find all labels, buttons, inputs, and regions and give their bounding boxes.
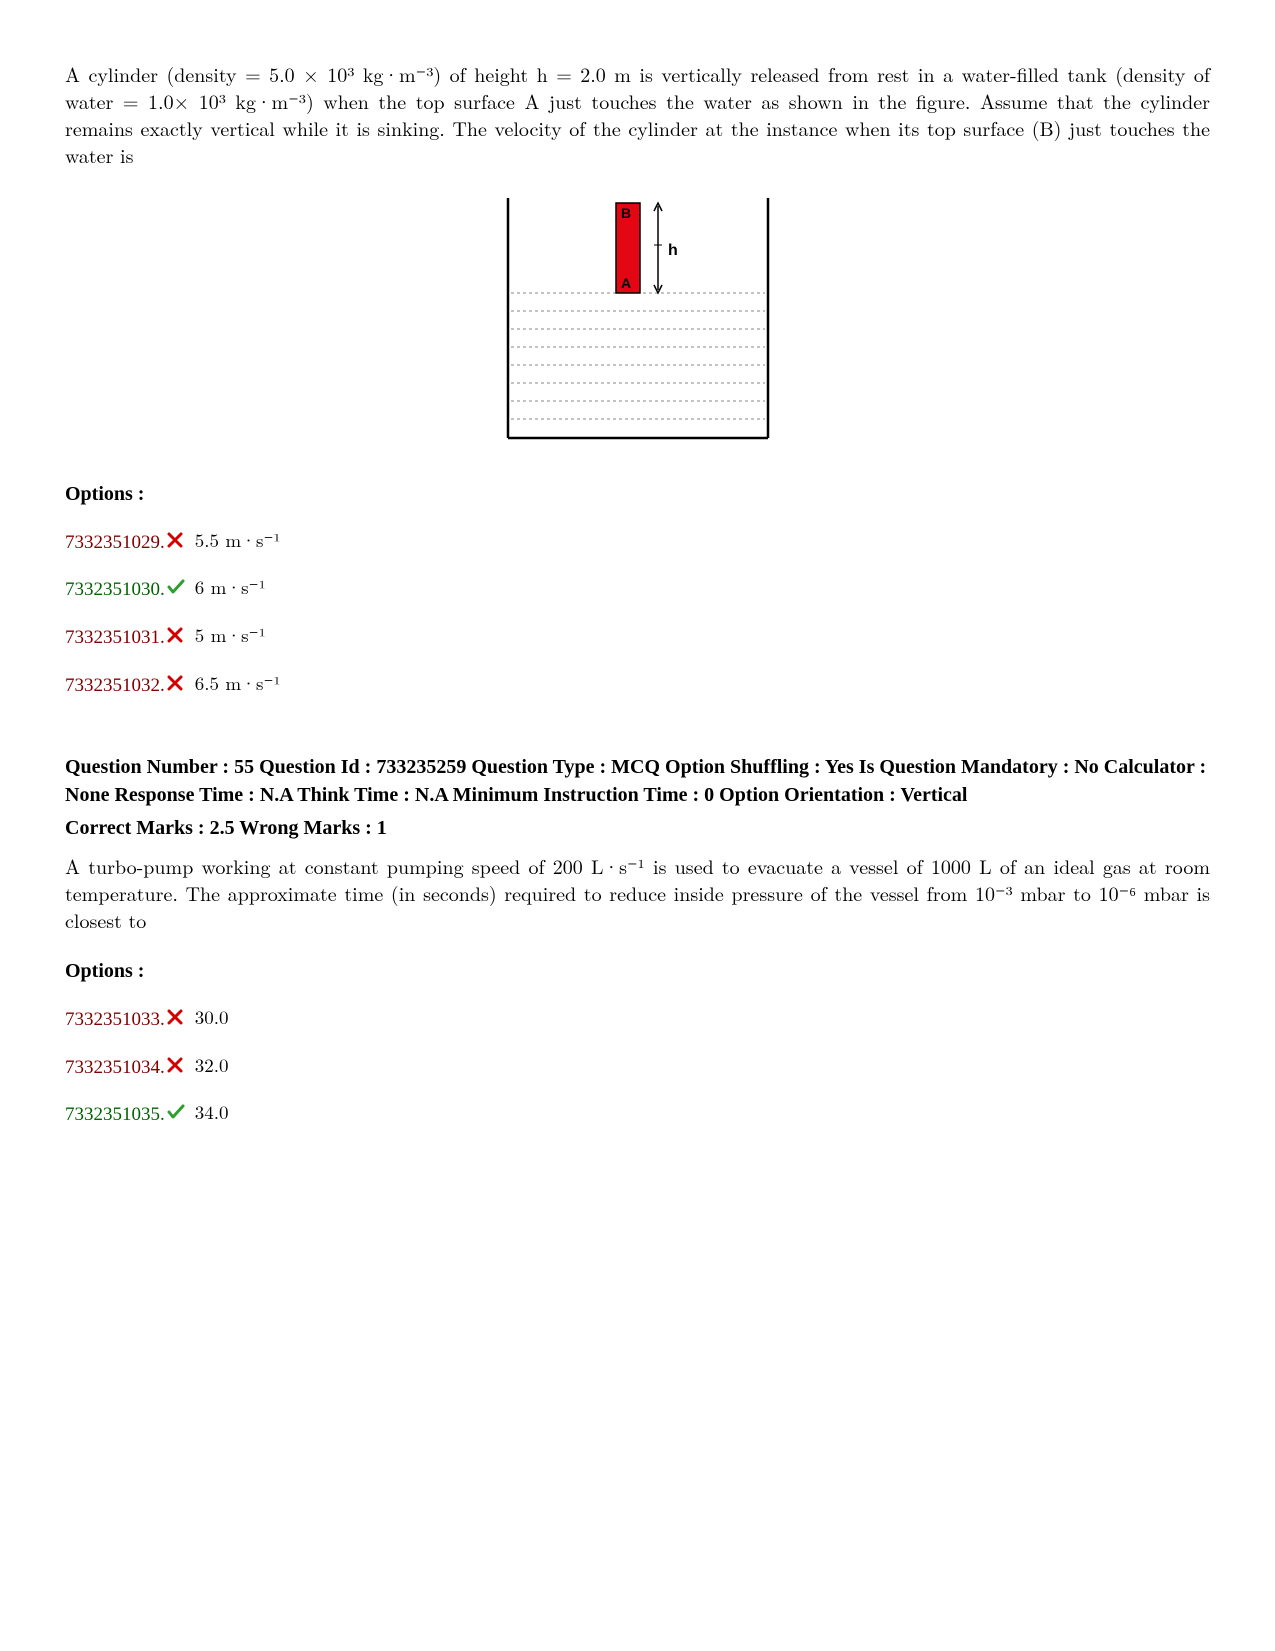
option-text: 30.0: [195, 1004, 229, 1030]
option-id: 7332351033.: [65, 1007, 165, 1033]
option-id: 7332351031.: [65, 625, 165, 651]
option-id: 7332351029.: [65, 530, 165, 556]
cylinder-tank-diagram: B A h: [498, 193, 778, 443]
wrong-icon: [167, 1055, 185, 1081]
wrong-icon: [167, 673, 185, 699]
option-row: 7332351035. 34.0: [65, 1102, 1210, 1128]
question-2-text: A turbo-pump working at constant pumping…: [65, 852, 1210, 933]
option-id: 7332351030.: [65, 577, 165, 603]
wrong-icon: [167, 1007, 185, 1033]
option-id: 7332351035.: [65, 1102, 165, 1128]
option-text: 5 m·s⁻¹: [195, 622, 266, 648]
wrong-icon: [167, 625, 185, 651]
option-id: 7332351032.: [65, 673, 165, 699]
options-header-2: Options :: [65, 958, 1210, 985]
option-text: 6.5 m·s⁻¹: [195, 670, 281, 696]
option-text: 5.5 m·s⁻¹: [195, 527, 281, 553]
question-1-text: A cylinder (density = 5.0 × 10³ kg·m⁻³) …: [65, 60, 1210, 168]
option-text: 6 m·s⁻¹: [195, 574, 266, 600]
option-text: 32.0: [195, 1052, 229, 1078]
options-header-1: Options :: [65, 481, 1210, 508]
question-1-diagram: B A h: [65, 193, 1210, 451]
question-2-meta: Question Number : 55 Question Id : 73323…: [65, 753, 1210, 809]
correct-icon: [167, 1102, 185, 1128]
option-row: 7332351034. 32.0: [65, 1055, 1210, 1081]
question-2-marks: Correct Marks : 2.5 Wrong Marks : 1: [65, 815, 1210, 842]
option-id: 7332351034.: [65, 1055, 165, 1081]
option-row: 7332351033. 30.0: [65, 1007, 1210, 1033]
wrong-icon: [167, 530, 185, 556]
svg-text:B: B: [621, 205, 631, 221]
correct-icon: [167, 577, 185, 603]
option-row: 7332351032. 6.5 m·s⁻¹: [65, 673, 1210, 699]
svg-text:A: A: [621, 275, 631, 291]
option-row: 7332351030. 6 m·s⁻¹: [65, 577, 1210, 603]
option-row: 7332351031. 5 m·s⁻¹: [65, 625, 1210, 651]
svg-text:h: h: [668, 242, 678, 259]
option-text: 34.0: [195, 1099, 229, 1125]
option-row: 7332351029. 5.5 m·s⁻¹: [65, 530, 1210, 556]
